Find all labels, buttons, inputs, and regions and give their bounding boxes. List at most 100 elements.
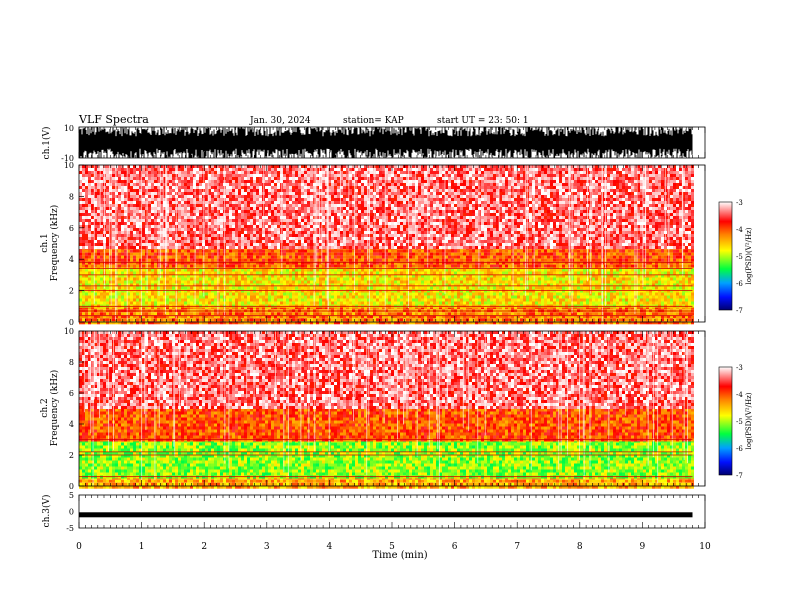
- spectrogram-cell: [106, 287, 109, 290]
- spectrogram-cell: [283, 296, 286, 299]
- spectrogram-cell: [562, 278, 565, 281]
- spectrogram-cell: [451, 293, 454, 296]
- spectrogram-cell: [535, 287, 538, 290]
- spectrogram-cell: [511, 312, 514, 315]
- spectrogram-cell: [595, 278, 598, 281]
- spectrogram-cell: [529, 281, 532, 284]
- spectrogram-cell: [421, 293, 424, 296]
- spectrogram-cell: [142, 256, 145, 259]
- spectrogram-cell: [364, 293, 367, 296]
- spectrogram-cell: [661, 293, 664, 296]
- spectrogram-cell: [295, 287, 298, 290]
- spectrogram-cell: [460, 250, 463, 253]
- spectrogram-cell: [124, 272, 127, 275]
- spectrogram-cell: [136, 312, 139, 315]
- spectrogram-cell: [226, 296, 229, 299]
- spectrogram-cell: [262, 256, 265, 259]
- spectrogram-cell: [535, 318, 538, 321]
- spectrogram-cell: [205, 278, 208, 281]
- spectrogram-cell: [259, 302, 262, 305]
- spectrogram-cell: [349, 256, 352, 259]
- spectrogram-cell: [331, 272, 334, 275]
- spectrogram-cell: [361, 318, 364, 321]
- spectrogram-cell: [319, 312, 322, 315]
- spectrogram-cell: [559, 302, 562, 305]
- spectrogram-cell: [151, 299, 154, 302]
- spectrogram-cell: [199, 318, 202, 321]
- spectrogram-cell: [559, 281, 562, 284]
- spectrogram-cell: [619, 253, 622, 256]
- spectrogram-cell: [310, 287, 313, 290]
- spectrogram-cell: [118, 318, 121, 321]
- spectrogram-cell: [133, 312, 136, 315]
- spectrogram-cell: [580, 281, 583, 284]
- spectrogram-cell: [301, 278, 304, 281]
- spectrogram-cell: [634, 318, 637, 321]
- spectrogram-cell: [394, 250, 397, 253]
- spectrogram-cell: [373, 296, 376, 299]
- spectrogram-cell: [142, 272, 145, 275]
- spectrogram-cell: [370, 302, 373, 305]
- spectrogram-cell: [466, 312, 469, 315]
- spectrogram-cell: [178, 256, 181, 259]
- spectrogram-cell: [244, 253, 247, 256]
- spectrogram-cell: [592, 250, 595, 253]
- spectrogram-cell: [487, 312, 490, 315]
- spectrogram-cell: [562, 296, 565, 299]
- spectrogram-cell: [673, 296, 676, 299]
- spectrogram-cell: [91, 281, 94, 284]
- spectrogram-cell: [505, 272, 508, 275]
- spectrogram-cell: [97, 312, 100, 315]
- spectrogram-cell: [322, 293, 325, 296]
- spectrogram-cell: [136, 256, 139, 259]
- spectrogram-cell: [256, 296, 259, 299]
- spectrogram-cell: [82, 287, 85, 290]
- spectrogram-cell: [130, 299, 133, 302]
- spectrogram-cell: [136, 250, 139, 253]
- spectrogram-cell: [241, 302, 244, 305]
- spectrogram-cell: [628, 293, 631, 296]
- spectrogram-cell: [424, 256, 427, 259]
- spectrogram-cell: [688, 296, 691, 299]
- spectrogram-cell: [487, 293, 490, 296]
- spectrogram-cell: [490, 278, 493, 281]
- spectrogram-cell: [340, 250, 343, 253]
- spectrogram-cell: [337, 312, 340, 315]
- spectrogram-cell: [286, 287, 289, 290]
- spectrogram-cell: [565, 299, 568, 302]
- spectrogram-cell: [622, 293, 625, 296]
- spectrogram-cell: [244, 312, 247, 315]
- spectrogram-cell: [349, 299, 352, 302]
- spectrogram-cell: [118, 287, 121, 290]
- spectrogram-cell: [583, 287, 586, 290]
- spectrogram-cell: [331, 293, 334, 296]
- spectrogram-cell: [364, 302, 367, 305]
- spectrogram-cell: [418, 302, 421, 305]
- spectrogram-cell: [682, 318, 685, 321]
- spectrogram-cell: [289, 312, 292, 315]
- spectrogram-cell: [646, 256, 649, 259]
- spectrogram-cell: [88, 278, 91, 281]
- spectrogram-cell: [688, 318, 691, 321]
- spectrogram-cell: [502, 302, 505, 305]
- spectrogram-cell: [259, 256, 262, 259]
- spectrogram-cell: [277, 302, 280, 305]
- spectrogram-cell: [457, 250, 460, 253]
- spectrogram-cell: [142, 296, 145, 299]
- spectrogram-cell: [298, 253, 301, 256]
- spectrogram-cell: [154, 287, 157, 290]
- spectrogram-cell: [100, 253, 103, 256]
- spectrogram-cell: [598, 299, 601, 302]
- spectrogram-cell: [346, 278, 349, 281]
- spectrogram-cell: [607, 250, 610, 253]
- spectrogram-cell: [502, 287, 505, 290]
- spectrogram-cell: [283, 299, 286, 302]
- spectrogram-cell: [394, 281, 397, 284]
- spectrogram-cell: [331, 287, 334, 290]
- spectrogram-cell: [520, 296, 523, 299]
- spectrogram-cell: [262, 253, 265, 256]
- spectrogram-cell: [334, 272, 337, 275]
- spectrogram-cell: [214, 296, 217, 299]
- spectrogram-cell: [244, 278, 247, 281]
- spectrogram-cell: [439, 293, 442, 296]
